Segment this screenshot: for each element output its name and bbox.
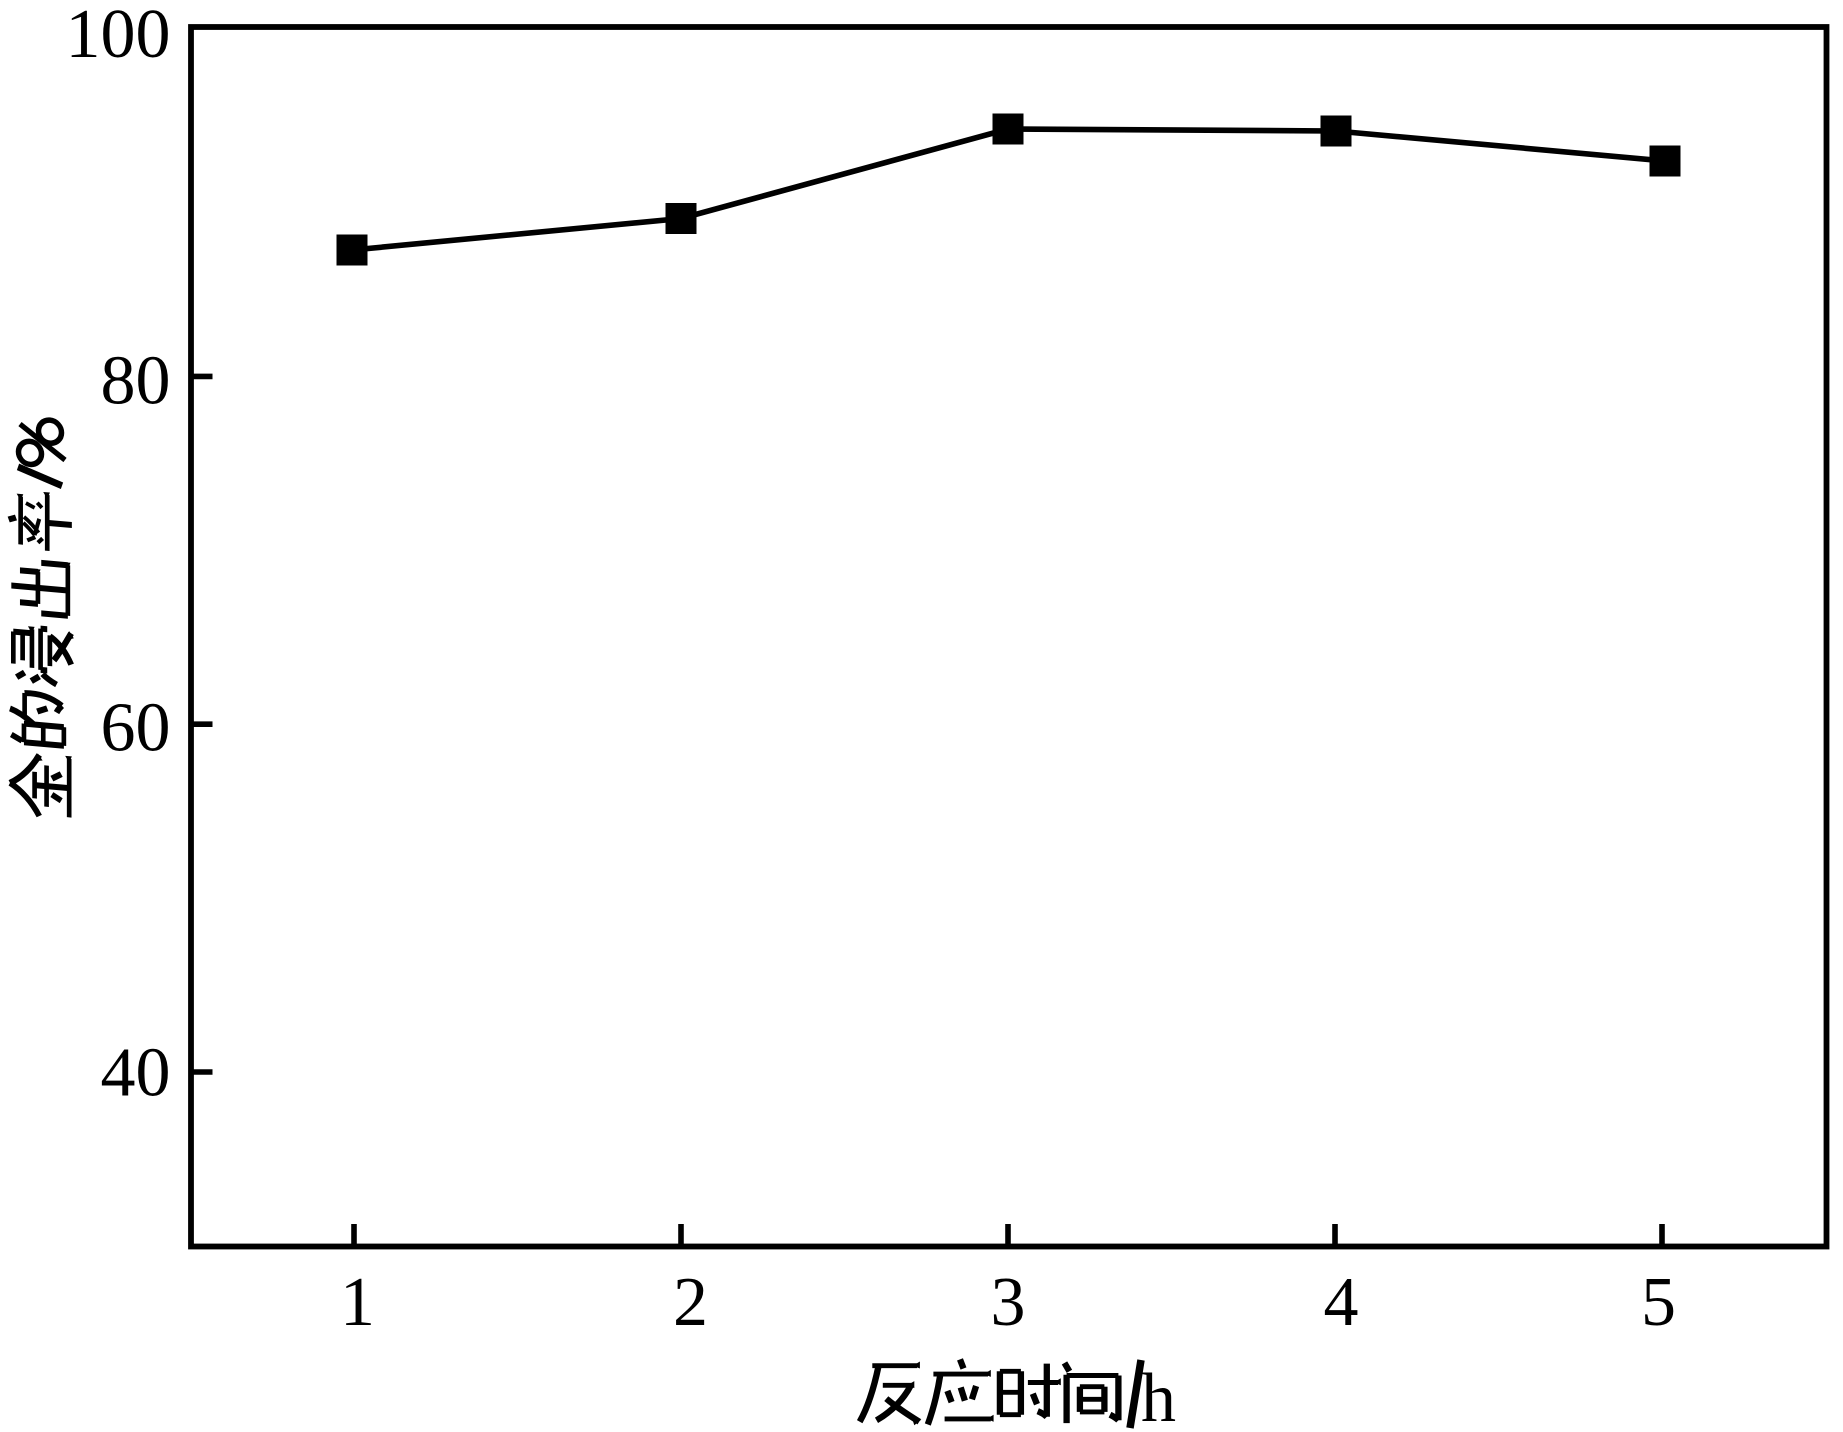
svg-text:5: 5 <box>1641 1264 1676 1341</box>
svg-text:80: 80 <box>101 343 171 420</box>
svg-text:2: 2 <box>673 1264 708 1341</box>
svg-text:1: 1 <box>340 1264 375 1341</box>
svg-text:h: h <box>1141 1360 1176 1432</box>
svg-text:3: 3 <box>991 1264 1026 1341</box>
svg-text:40: 40 <box>101 1035 171 1112</box>
svg-text:100: 100 <box>66 0 171 73</box>
svg-text:4: 4 <box>1324 1264 1359 1341</box>
svg-text:60: 60 <box>101 690 171 767</box>
